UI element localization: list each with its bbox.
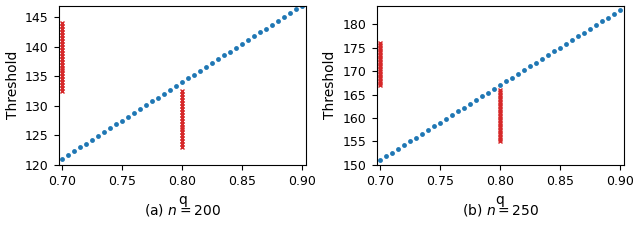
Y-axis label: Threshold: Threshold [6, 51, 20, 119]
Text: (b) $n = 250$: (b) $n = 250$ [461, 202, 539, 218]
X-axis label: q: q [178, 193, 187, 207]
Y-axis label: Threshold: Threshold [323, 51, 337, 119]
X-axis label: q: q [496, 193, 504, 207]
Text: (a) $n = 200$: (a) $n = 200$ [144, 202, 221, 218]
